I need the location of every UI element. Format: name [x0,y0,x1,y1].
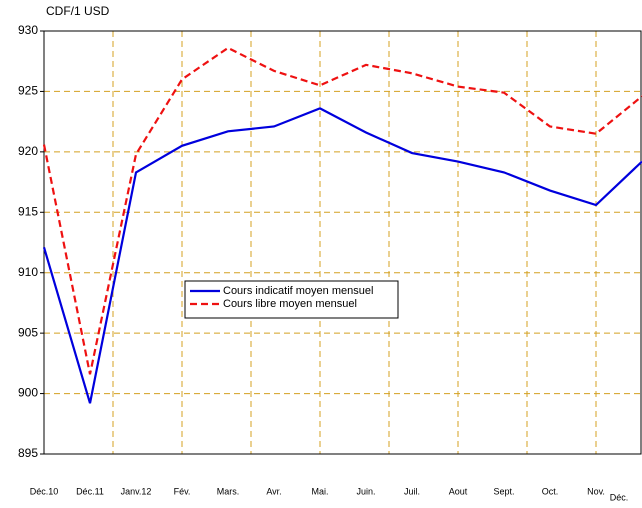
x-tick-label: Nov. [587,486,605,496]
x-tick-label: Mars. [217,486,240,496]
legend-box [184,280,399,319]
x-tick-label: Janv.12 [121,486,152,496]
x-tick-label: Mai. [311,486,328,496]
series-line [42,107,642,404]
x-tick-label: Déc.11 [76,486,104,496]
y-tick-label: 910 [18,265,38,279]
legend-label: Cours indicatif moyen mensuel [223,285,373,297]
y-tick-label: 925 [18,84,38,98]
legend-label: Cours libre moyen mensuel [223,298,357,310]
x-tick-label: Fév. [174,486,191,496]
y-tick-label: 900 [18,386,38,400]
x-tick-label: Oct. [542,486,559,496]
x-tick-label: Sept. [493,486,514,496]
y-tick-label: 915 [18,204,38,218]
plot-border [43,30,642,455]
x-tick-label: Aout [449,486,468,496]
y-axis-label: CDF/1 USD [46,4,110,18]
y-tick-label: 895 [18,446,38,460]
series-line [42,46,642,375]
x-tick-label: Déc. [610,492,629,502]
x-tick-label: Juin. [356,486,375,496]
x-tick-label: Avr. [266,486,281,496]
y-tick-label: 905 [18,325,38,339]
x-tick-label: Juil. [404,486,420,496]
y-tick-label: 920 [18,144,38,158]
y-tick-label: 930 [18,23,38,37]
x-tick-label: Déc.10 [30,486,59,496]
